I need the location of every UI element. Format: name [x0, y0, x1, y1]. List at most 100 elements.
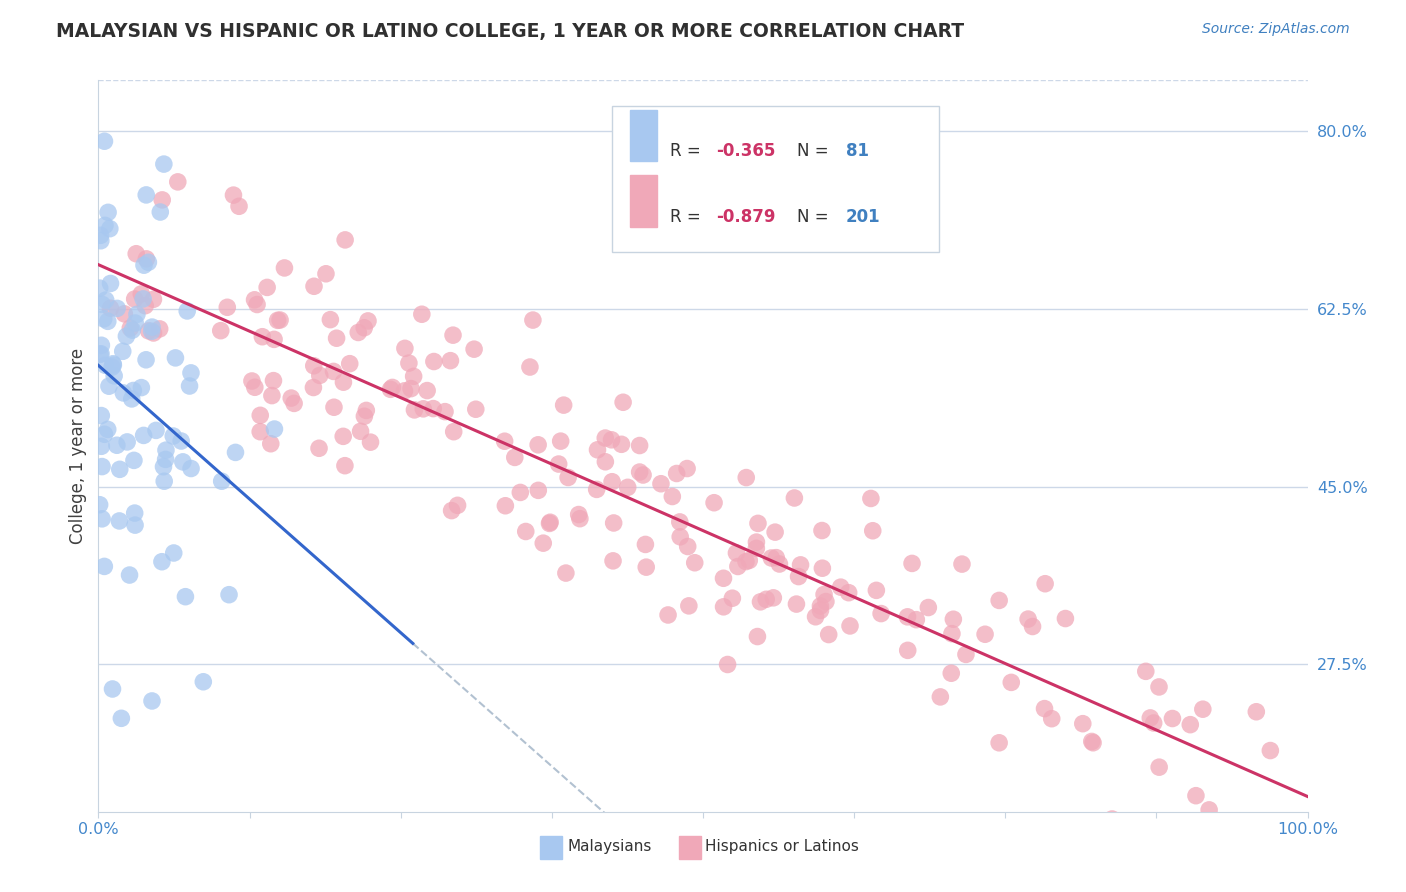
Point	[650, 476, 672, 491]
Point	[550, 434, 572, 449]
Text: R =: R =	[671, 209, 706, 227]
Point	[132, 292, 155, 306]
Point	[1071, 716, 1094, 731]
Point	[814, 594, 837, 608]
Point	[703, 496, 725, 510]
Point	[713, 599, 735, 614]
Point	[353, 320, 375, 334]
Point	[657, 607, 679, 622]
Text: MALAYSIAN VS HISPANIC OR LATINO COLLEGE, 1 YEAR OR MORE CORRELATION CHART: MALAYSIAN VS HISPANIC OR LATINO COLLEGE,…	[56, 22, 965, 41]
Point	[150, 193, 173, 207]
Point	[90, 228, 112, 243]
Point	[423, 354, 446, 368]
Point	[941, 626, 963, 640]
Point	[600, 433, 623, 447]
Point	[519, 359, 541, 374]
Point	[1180, 717, 1202, 731]
Point	[150, 555, 173, 569]
Point	[170, 434, 193, 448]
Point	[440, 503, 463, 517]
Point	[332, 429, 354, 443]
Point	[509, 485, 531, 500]
Point	[381, 380, 404, 394]
Point	[416, 384, 439, 398]
Point	[217, 300, 239, 314]
Point	[105, 438, 128, 452]
Point	[266, 313, 288, 327]
Point	[332, 375, 354, 389]
Point	[817, 627, 839, 641]
Point	[761, 551, 783, 566]
Point	[91, 459, 114, 474]
Point	[360, 435, 382, 450]
Point	[132, 428, 155, 442]
Point	[749, 595, 772, 609]
Point	[955, 648, 977, 662]
Point	[755, 592, 778, 607]
Point	[93, 559, 115, 574]
Point	[260, 436, 283, 450]
Point	[90, 338, 112, 352]
Point	[1260, 743, 1282, 757]
Point	[89, 347, 111, 361]
Point	[1040, 712, 1063, 726]
Point	[602, 554, 624, 568]
Point	[634, 537, 657, 551]
Point	[896, 610, 918, 624]
Bar	[679, 836, 700, 859]
Point	[1185, 789, 1208, 803]
Point	[120, 321, 142, 335]
Point	[356, 403, 378, 417]
Point	[174, 590, 197, 604]
Point	[1081, 734, 1104, 748]
Point	[441, 328, 464, 343]
Point	[246, 297, 269, 311]
Point	[319, 312, 342, 326]
Point	[665, 467, 688, 481]
Point	[121, 392, 143, 406]
Point	[838, 585, 860, 599]
Point	[105, 301, 128, 316]
Point	[97, 422, 120, 436]
Point	[804, 609, 827, 624]
Point	[443, 425, 465, 439]
Point	[357, 314, 380, 328]
Point	[125, 246, 148, 260]
Text: -0.879: -0.879	[716, 209, 776, 227]
Point	[218, 588, 240, 602]
Point	[897, 643, 920, 657]
Point	[568, 508, 591, 522]
Point	[129, 287, 152, 301]
Point	[149, 205, 172, 219]
Point	[118, 568, 141, 582]
Point	[870, 607, 893, 621]
Point	[155, 443, 177, 458]
Point	[141, 320, 163, 334]
Text: Source: ZipAtlas.com: Source: ZipAtlas.com	[1202, 22, 1350, 37]
Point	[165, 351, 187, 365]
Point	[323, 401, 346, 415]
Point	[172, 455, 194, 469]
Point	[1081, 736, 1104, 750]
Point	[1246, 705, 1268, 719]
Point	[901, 557, 924, 571]
Point	[628, 438, 651, 452]
Point	[121, 323, 143, 337]
Point	[862, 524, 884, 538]
Point	[765, 550, 787, 565]
Point	[747, 630, 769, 644]
Point	[333, 233, 356, 247]
Point	[745, 541, 768, 556]
Point	[738, 553, 761, 567]
Point	[811, 524, 834, 538]
Point	[522, 313, 544, 327]
Point	[988, 593, 1011, 607]
Point	[713, 571, 735, 585]
Point	[735, 470, 758, 484]
Point	[768, 557, 790, 571]
Point	[228, 199, 250, 213]
Point	[600, 475, 623, 489]
Point	[145, 424, 167, 438]
Point	[315, 267, 337, 281]
Point	[252, 329, 274, 343]
